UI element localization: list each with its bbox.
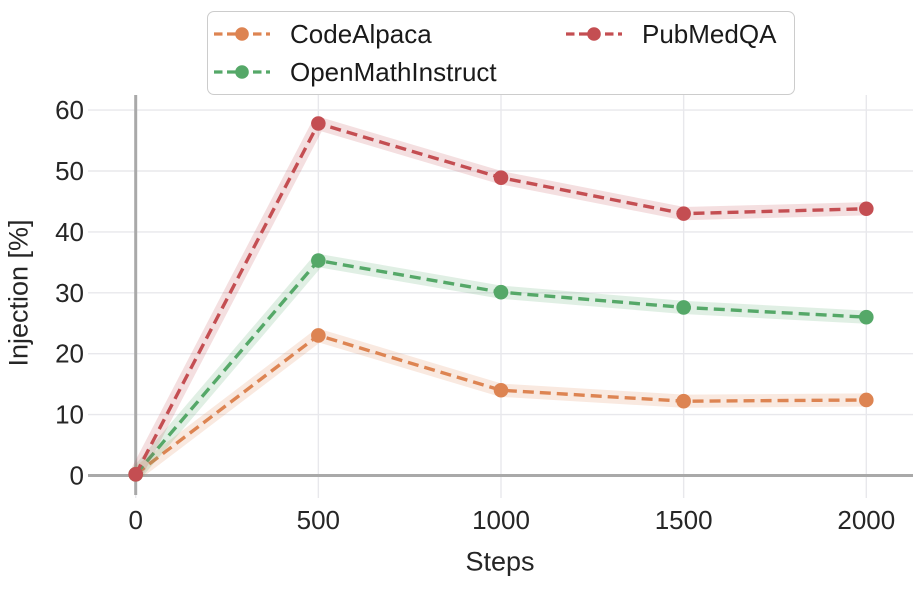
data-point-pubmedqa bbox=[676, 206, 691, 221]
y-tick-label: 60 bbox=[55, 95, 84, 125]
codealpaca-dashed-line-marker-icon bbox=[214, 27, 270, 41]
x-tick-label: 1500 bbox=[655, 505, 713, 535]
legend-item-pubmedqa: PubMedQA bbox=[566, 21, 788, 47]
data-point-openmathinstruct bbox=[493, 284, 509, 300]
y-tick-label: 20 bbox=[55, 339, 84, 369]
x-tick-label: 500 bbox=[297, 505, 340, 535]
data-point-pubmedqa bbox=[128, 466, 143, 482]
openmathinstruct-dashed-line-marker-icon bbox=[214, 65, 270, 79]
legend-label-pubmedqa: PubMedQA bbox=[642, 19, 777, 49]
x-tick-label: 0 bbox=[128, 505, 142, 535]
series-line-codealpaca bbox=[134, 333, 867, 476]
legend-label-codealpaca: CodeAlpaca bbox=[290, 19, 432, 49]
legend-item-openmathinstruct: OpenMathInstruct bbox=[214, 59, 566, 85]
legend-label-openmathinstruct: OpenMathInstruct bbox=[290, 57, 497, 87]
x-tick-label: 1000 bbox=[472, 505, 530, 535]
data-point-codealpaca bbox=[676, 393, 691, 409]
y-axis-title: Injection [%] bbox=[3, 219, 34, 367]
data-point-openmathinstruct bbox=[859, 309, 874, 325]
y-tick-label: 50 bbox=[55, 156, 84, 186]
y-tick-label: 40 bbox=[55, 217, 84, 247]
data-point-pubmedqa bbox=[859, 201, 874, 217]
legend-item-codealpaca: CodeAlpaca bbox=[214, 21, 566, 47]
data-point-pubmedqa bbox=[311, 116, 326, 131]
y-tick-label: 10 bbox=[55, 400, 84, 430]
pubmedqa-dashed-line-marker-icon bbox=[566, 27, 622, 41]
legend: CodeAlpaca OpenMathInstruct PubMedQA bbox=[207, 11, 795, 95]
data-point-openmathinstruct bbox=[676, 300, 691, 315]
data-point-codealpaca bbox=[493, 382, 509, 398]
y-tick-label: 0 bbox=[70, 461, 84, 491]
x-axis-title: Steps bbox=[465, 546, 535, 577]
x-tick-label: 2000 bbox=[837, 505, 895, 535]
data-point-pubmedqa bbox=[493, 170, 509, 185]
y-tick-label: 30 bbox=[55, 278, 84, 308]
data-point-codealpaca bbox=[311, 328, 326, 343]
data-point-openmathinstruct bbox=[311, 253, 326, 268]
data-point-codealpaca bbox=[859, 392, 874, 408]
